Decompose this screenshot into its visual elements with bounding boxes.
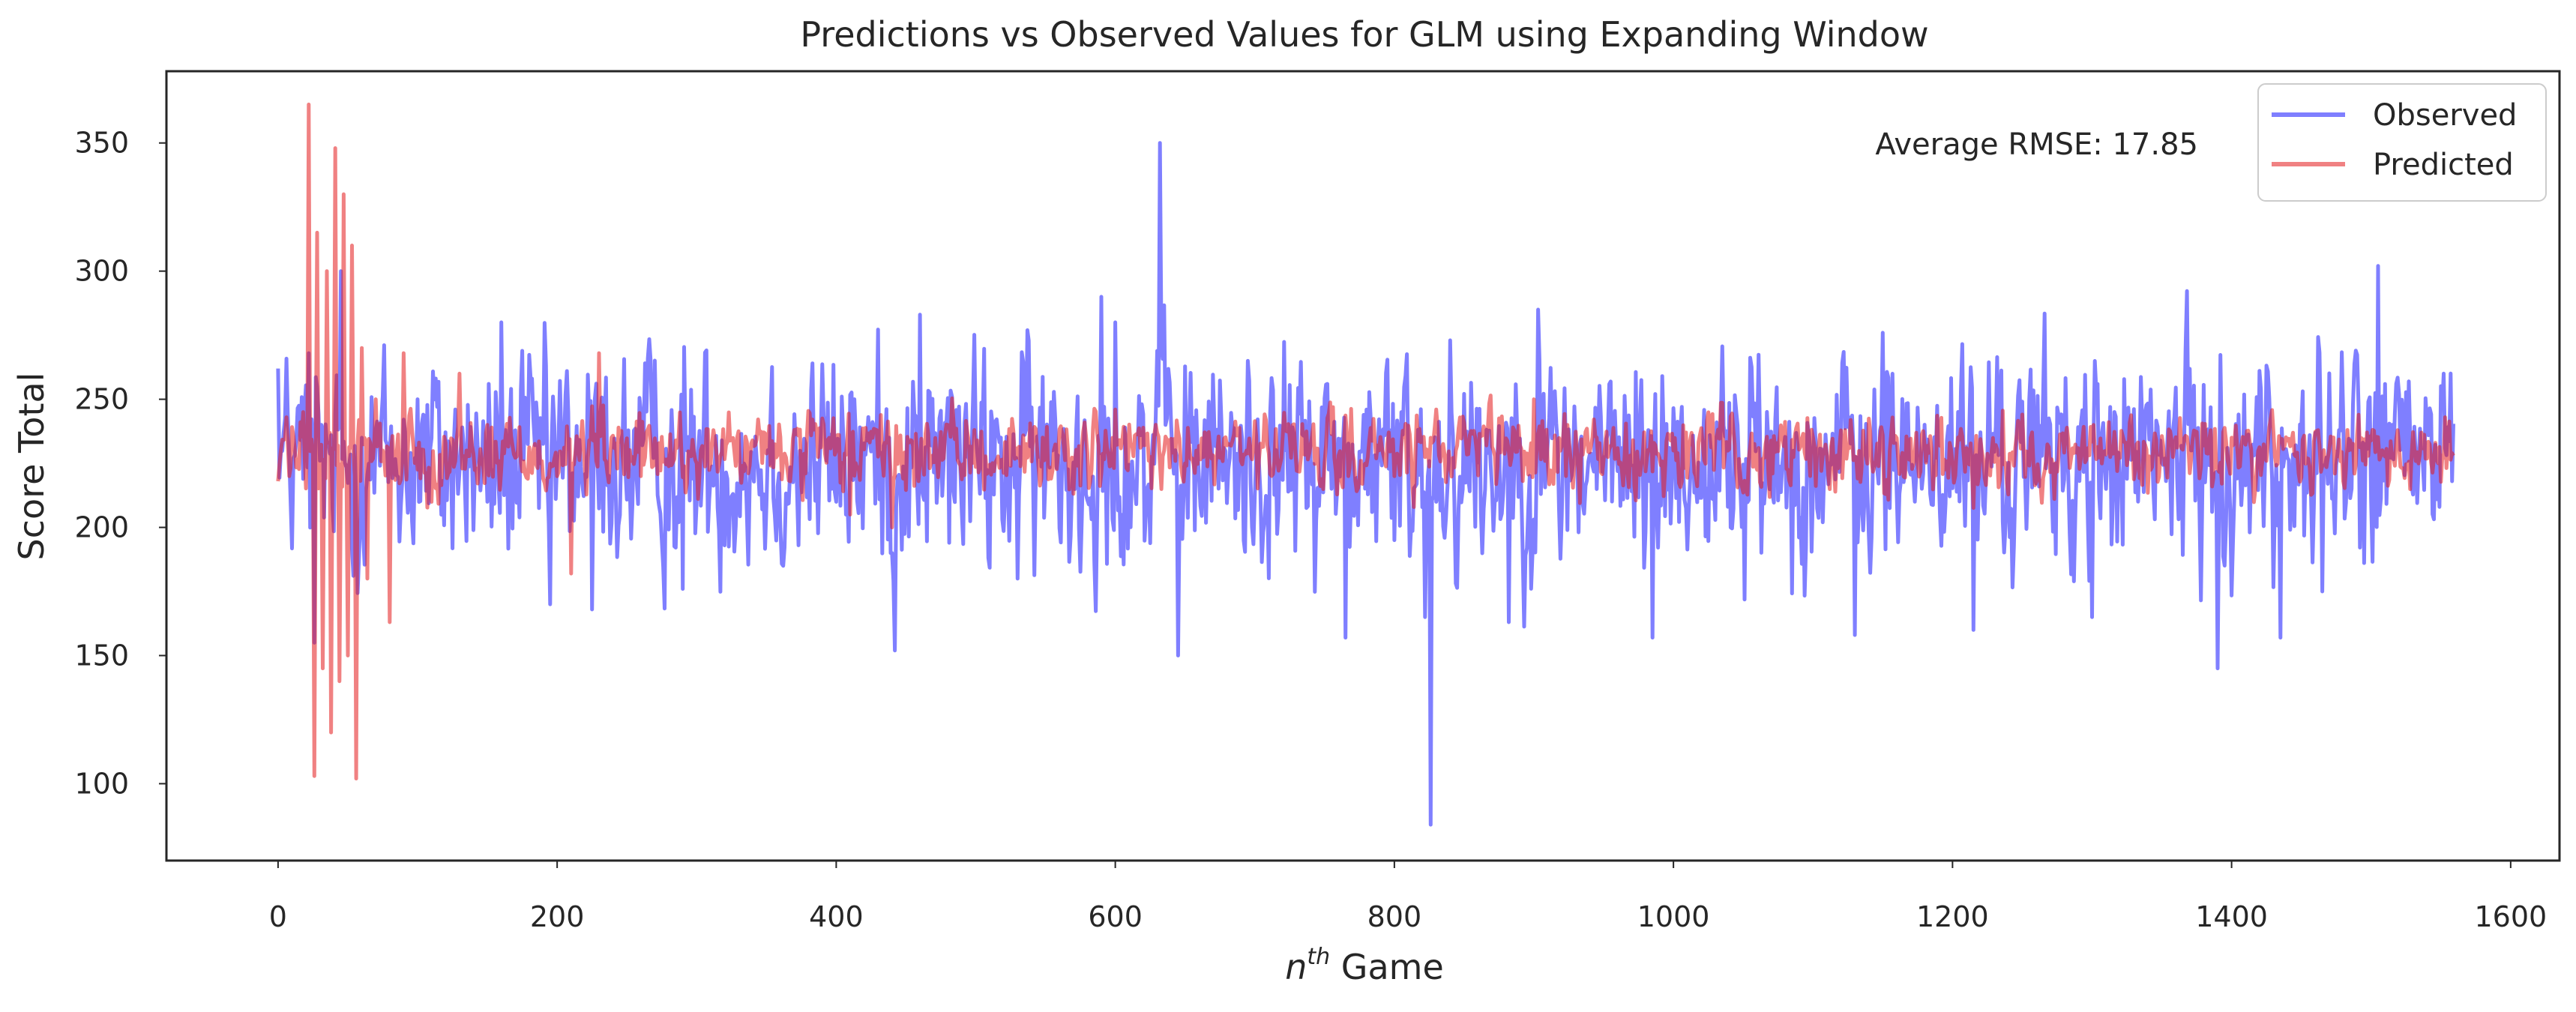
- y-tick-label: 250: [74, 383, 129, 416]
- legend-label-observed: Observed: [2373, 98, 2517, 133]
- y-axis-ticks: 100 150 200 250 300 350: [74, 127, 166, 800]
- x-tick-label: 1600: [2474, 900, 2547, 933]
- x-tick-label: 1000: [1637, 900, 1710, 933]
- x-tick-label: 200: [530, 900, 585, 933]
- x-axis-label-text: Game: [1330, 947, 1444, 987]
- x-tick-label: 600: [1088, 900, 1143, 933]
- y-axis-label: Score Total: [11, 373, 52, 561]
- series-line-predicted: [276, 102, 2455, 781]
- x-tick-label: 400: [809, 900, 864, 933]
- plot-frame: [165, 70, 2561, 862]
- x-axis-ticks: 0 200 400 600 800 1000 1200 1400 1600: [269, 861, 2547, 933]
- x-tick-label: 800: [1367, 900, 1422, 933]
- legend-label-predicted: Predicted: [2373, 148, 2514, 182]
- x-axis-label-n: n: [1285, 947, 1307, 987]
- x-tick-label: 1400: [2195, 900, 2268, 933]
- rmse-annotation: Average RMSE: 17.85: [1875, 127, 2198, 162]
- legend: Observed Predicted: [2257, 83, 2547, 202]
- y-tick-label: 150: [74, 639, 129, 672]
- x-tick-label: 1200: [1916, 900, 1989, 933]
- x-axis-label: nth Game: [1285, 944, 1444, 987]
- series-line-observed: [276, 141, 2455, 827]
- chart-title: Predictions vs Observed Values for GLM u…: [800, 14, 1928, 55]
- y-tick-label: 350: [74, 127, 129, 160]
- y-tick-label: 200: [74, 511, 129, 544]
- x-tick-label: 0: [269, 900, 287, 933]
- y-tick-label: 300: [74, 255, 129, 288]
- y-tick-label: 100: [74, 767, 129, 800]
- x-axis-label-superscript: th: [1307, 944, 1330, 970]
- series-layer: [276, 102, 2455, 827]
